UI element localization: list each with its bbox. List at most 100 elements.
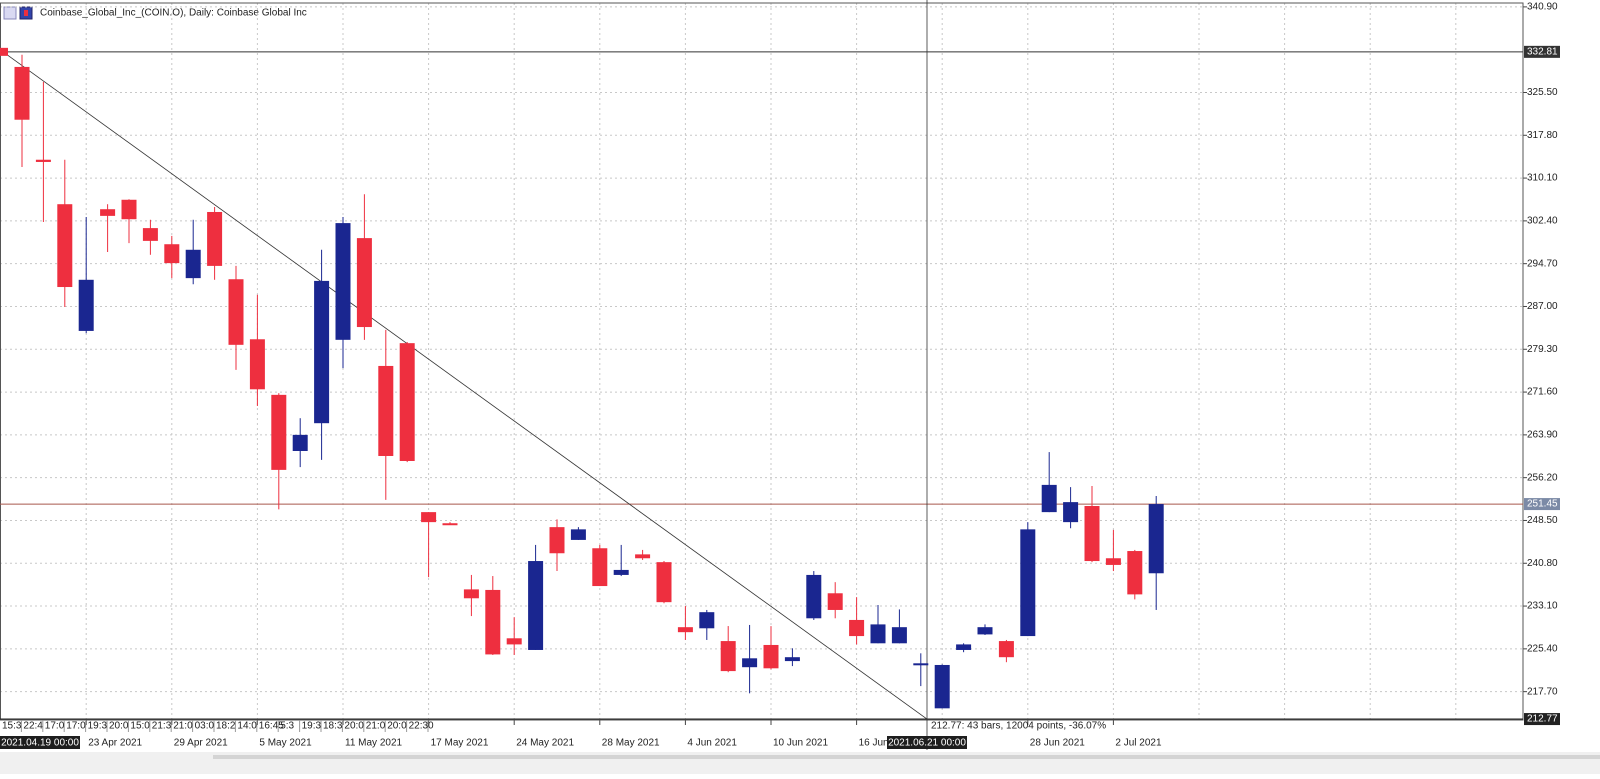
candle-body: [699, 612, 715, 629]
candle-body: [1084, 506, 1100, 562]
candle-body: [528, 561, 544, 650]
candle-body: [849, 619, 865, 637]
candle-body: [1041, 484, 1057, 513]
y-tick-label: 248.50: [1527, 515, 1558, 526]
y-tick-label: 256.20: [1527, 472, 1558, 483]
price-label-box: [1524, 498, 1560, 511]
candle-body: [806, 574, 822, 619]
y-tick-label: 317.80: [1527, 130, 1558, 141]
candle-body: [570, 529, 586, 540]
y-tick-label: 233.10: [1527, 601, 1558, 612]
candle-body: [635, 554, 651, 559]
time-label: 21:3: [152, 721, 172, 732]
x-tick-label: 29 Apr 2021: [174, 738, 228, 749]
y-tick-label: 310.10: [1527, 173, 1558, 184]
x-tick-label: 5 May 2021: [259, 738, 312, 749]
candle-body: [378, 365, 394, 456]
candle-body: [142, 228, 158, 241]
candle-body: [870, 624, 886, 644]
time-label: 19:3: [302, 721, 322, 732]
crosshair-label-box: [0, 736, 80, 749]
candle-body: [891, 627, 907, 644]
candle-body: [78, 279, 94, 331]
crosshair-label: 2021.06.21 00:00: [888, 738, 966, 749]
time-label: 21:0: [366, 721, 386, 732]
x-tick-label: 2 Jul 2021: [1115, 738, 1162, 749]
candle-body: [592, 548, 608, 587]
y-tick-label: 240.80: [1527, 558, 1558, 569]
crosshair-label-box: [887, 736, 967, 749]
candle-body: [784, 657, 800, 662]
x-tick-label: 4 Jun 2021: [687, 738, 737, 749]
candle-body: [549, 527, 565, 554]
time-label: 22:4: [23, 721, 43, 732]
candle-body: [956, 644, 972, 650]
time-label: 21:0: [173, 721, 193, 732]
candle-body: [1148, 504, 1164, 574]
icon: [3, 6, 17, 20]
candle-body: [1127, 551, 1143, 595]
price-label: 251.45: [1527, 499, 1558, 510]
candle-body: [271, 394, 287, 470]
y-tick-label: 263.90: [1527, 430, 1558, 441]
candle-body: [228, 279, 244, 345]
time-label: 15:0: [130, 721, 150, 732]
price-label: 332.81: [1527, 46, 1558, 57]
time-label: 20:0: [387, 721, 407, 732]
time-label: 18:2: [216, 721, 236, 732]
price-label-box: [1524, 713, 1560, 726]
x-tick-label: 17 May 2021: [431, 738, 489, 749]
candle-body: [35, 159, 51, 162]
trendline-anchor: [0, 47, 8, 56]
x-tick-label: 24 May 2021: [516, 738, 574, 749]
y-tick-label: 294.70: [1527, 258, 1558, 269]
time-label: 19:3: [88, 721, 108, 732]
candle-body: [677, 627, 693, 633]
candle-body: [292, 434, 308, 451]
candle-body: [314, 280, 330, 424]
price-label-box: [1524, 45, 1560, 58]
time-label: 20:0: [109, 721, 129, 732]
candle-body: [485, 589, 501, 655]
y-tick-label: 225.40: [1527, 643, 1558, 654]
y-tick-label: 279.30: [1527, 344, 1558, 355]
time-label: 15:3: [2, 721, 22, 732]
candle-body: [14, 66, 30, 120]
y-tick-label: 302.40: [1527, 216, 1558, 227]
candle-body: [164, 244, 180, 264]
candle-body: [399, 343, 415, 461]
x-tick-label: 28 May 2021: [602, 738, 660, 749]
candle-body: [185, 249, 201, 279]
x-tick-label: 28 Jun 2021: [1030, 738, 1085, 749]
y-tick-label: 325.50: [1527, 87, 1558, 98]
x-tick-label: 10 Jun 2021: [773, 738, 828, 749]
candle-body: [720, 641, 736, 672]
candle-body: [977, 627, 993, 635]
y-tick-label: 340.90: [1527, 2, 1558, 13]
time-label: 14:0: [237, 721, 257, 732]
y-tick-label: 217.70: [1527, 686, 1558, 697]
trendline: [2, 51, 928, 720]
time-label: 17:0: [66, 721, 86, 732]
candle-body: [1105, 558, 1121, 565]
icon: [24, 10, 28, 16]
measure-label: 212.77: 43 bars, 12004 points, -36.07%: [931, 721, 1106, 732]
candle-body: [742, 658, 758, 668]
time-label: 16:45: [259, 721, 284, 732]
x-tick-label: 23 Apr 2021: [88, 738, 142, 749]
candle-body: [913, 663, 929, 666]
candle-body: [421, 512, 437, 523]
candle-body: [356, 238, 372, 328]
time-label: 22:30: [409, 721, 434, 732]
candle-body: [613, 569, 629, 575]
candle-body: [121, 199, 137, 220]
candle-body: [763, 644, 779, 669]
candle-body: [249, 339, 265, 390]
chart-title: Coinbase_Global_Inc_(COIN.O), Daily: Coi…: [40, 8, 307, 19]
candle-body: [463, 589, 479, 599]
candle-body: [934, 664, 950, 709]
candle-body: [1063, 502, 1079, 523]
x-tick-label: 11 May 2021: [345, 738, 403, 749]
